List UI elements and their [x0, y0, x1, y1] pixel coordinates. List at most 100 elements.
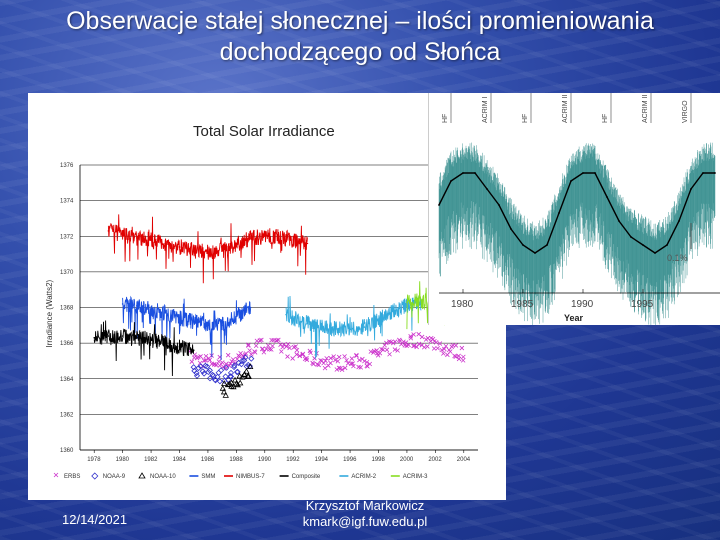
data-point: [214, 373, 221, 380]
series-line: [107, 214, 308, 284]
data-point: [349, 356, 355, 361]
data-point: [425, 344, 430, 349]
data-point: [358, 365, 364, 370]
data-point: [201, 358, 207, 363]
data-point: [221, 324, 223, 327]
data-point: [216, 378, 223, 385]
scale-annotation: 0.1%: [667, 253, 688, 263]
data-point: [150, 338, 152, 341]
data-point: [225, 352, 231, 358]
data-point: [392, 339, 398, 344]
title-line-1: Obserwacje stałej słonecznej – ilości pr…: [66, 7, 654, 35]
data-point: [221, 380, 228, 386]
data-point: [474, 172, 476, 174]
data-point: [93, 336, 96, 339]
data-point: [333, 357, 338, 363]
data-point: [380, 347, 386, 352]
data-point: [206, 375, 214, 382]
data-point: [192, 349, 195, 352]
data-point: [279, 349, 284, 354]
data-point: [205, 368, 212, 376]
data-point: [594, 172, 596, 174]
data-point: [220, 388, 228, 395]
data-point: [354, 352, 359, 358]
legend-item: NOAA-10: [138, 472, 176, 480]
data-point: [189, 359, 195, 364]
inset-chart-panel: HF ACRIM I HF ACRIM II HF ACRIM II VIRGO 0.1% 19…: [428, 93, 720, 326]
data-point: [246, 342, 251, 348]
data-point: [164, 242, 167, 245]
data-point: [290, 356, 295, 361]
tsi-chart-panel: Total Solar Irradiance 1376 1374 1372 1370 13…: [28, 93, 506, 500]
y-tick-label: 1360: [60, 448, 74, 454]
legend-item: NIMBUS-7: [224, 474, 265, 480]
data-point: [336, 365, 342, 371]
y-tick-label: 1370: [60, 270, 74, 276]
data-point: [294, 352, 299, 357]
data-point: [195, 364, 202, 372]
data-point: [363, 326, 366, 328]
data-point: [230, 383, 237, 390]
data-point: [456, 353, 461, 359]
data-point: [237, 379, 244, 386]
y-tick-label: 1364: [60, 377, 74, 383]
data-point: [714, 172, 716, 174]
data-point: [223, 364, 230, 371]
data-point: [281, 342, 287, 347]
legend-label: Composite: [292, 474, 321, 480]
data-point: [320, 326, 323, 328]
data-point: [384, 340, 389, 346]
data-point: [285, 354, 290, 359]
series-erbs: [187, 331, 466, 372]
legend-label: ACRIM-3: [403, 474, 428, 480]
data-point: [241, 370, 248, 377]
data-point: [206, 367, 213, 374]
data-point: [350, 361, 355, 366]
x-tick-label: 1998: [372, 457, 386, 463]
data-point: [642, 244, 644, 246]
data-point: [377, 350, 383, 356]
data-point: [238, 357, 246, 365]
data-point: [278, 235, 280, 238]
title-line-2: dochodzącego od Słońca: [219, 38, 501, 66]
x-axis-label: Year: [564, 313, 584, 323]
data-point: [433, 340, 439, 345]
data-point: [439, 347, 444, 353]
data-point: [257, 338, 263, 343]
data-point: [265, 343, 271, 348]
legend-label: NOAA-9: [103, 474, 126, 480]
data-point: [246, 343, 251, 348]
data-point: [293, 344, 298, 349]
data-point: [222, 373, 229, 380]
data-point: [269, 347, 274, 352]
x-tick-label: 2000: [400, 457, 414, 463]
data-point: [435, 345, 440, 351]
data-point: [178, 345, 181, 348]
data-point: [414, 344, 419, 350]
data-point: [351, 363, 356, 369]
data-point: [328, 360, 333, 366]
data-point: [395, 348, 400, 353]
data-point: [221, 249, 223, 252]
legend-item: Composite: [279, 474, 321, 480]
data-point: [164, 342, 167, 344]
data-point: [384, 347, 390, 353]
data-point: [570, 180, 572, 182]
series-smooth: [438, 172, 715, 254]
data-point: [323, 358, 328, 364]
data-point: [406, 301, 408, 303]
data-point: [377, 319, 380, 321]
data-point: [437, 341, 443, 346]
instrument-label: ACRIM I: [482, 97, 489, 124]
data-point: [201, 370, 208, 377]
data-point: [269, 337, 274, 343]
data-point: [387, 339, 392, 344]
data-point: [339, 367, 345, 372]
data-point: [419, 334, 425, 340]
x-tick-label: 1990: [571, 299, 594, 310]
data-point: [408, 335, 414, 341]
data-point: [362, 358, 367, 364]
instrument-label: HF: [602, 114, 609, 123]
footer-date: 12/14/2021: [62, 512, 128, 527]
data-point: [234, 368, 241, 375]
